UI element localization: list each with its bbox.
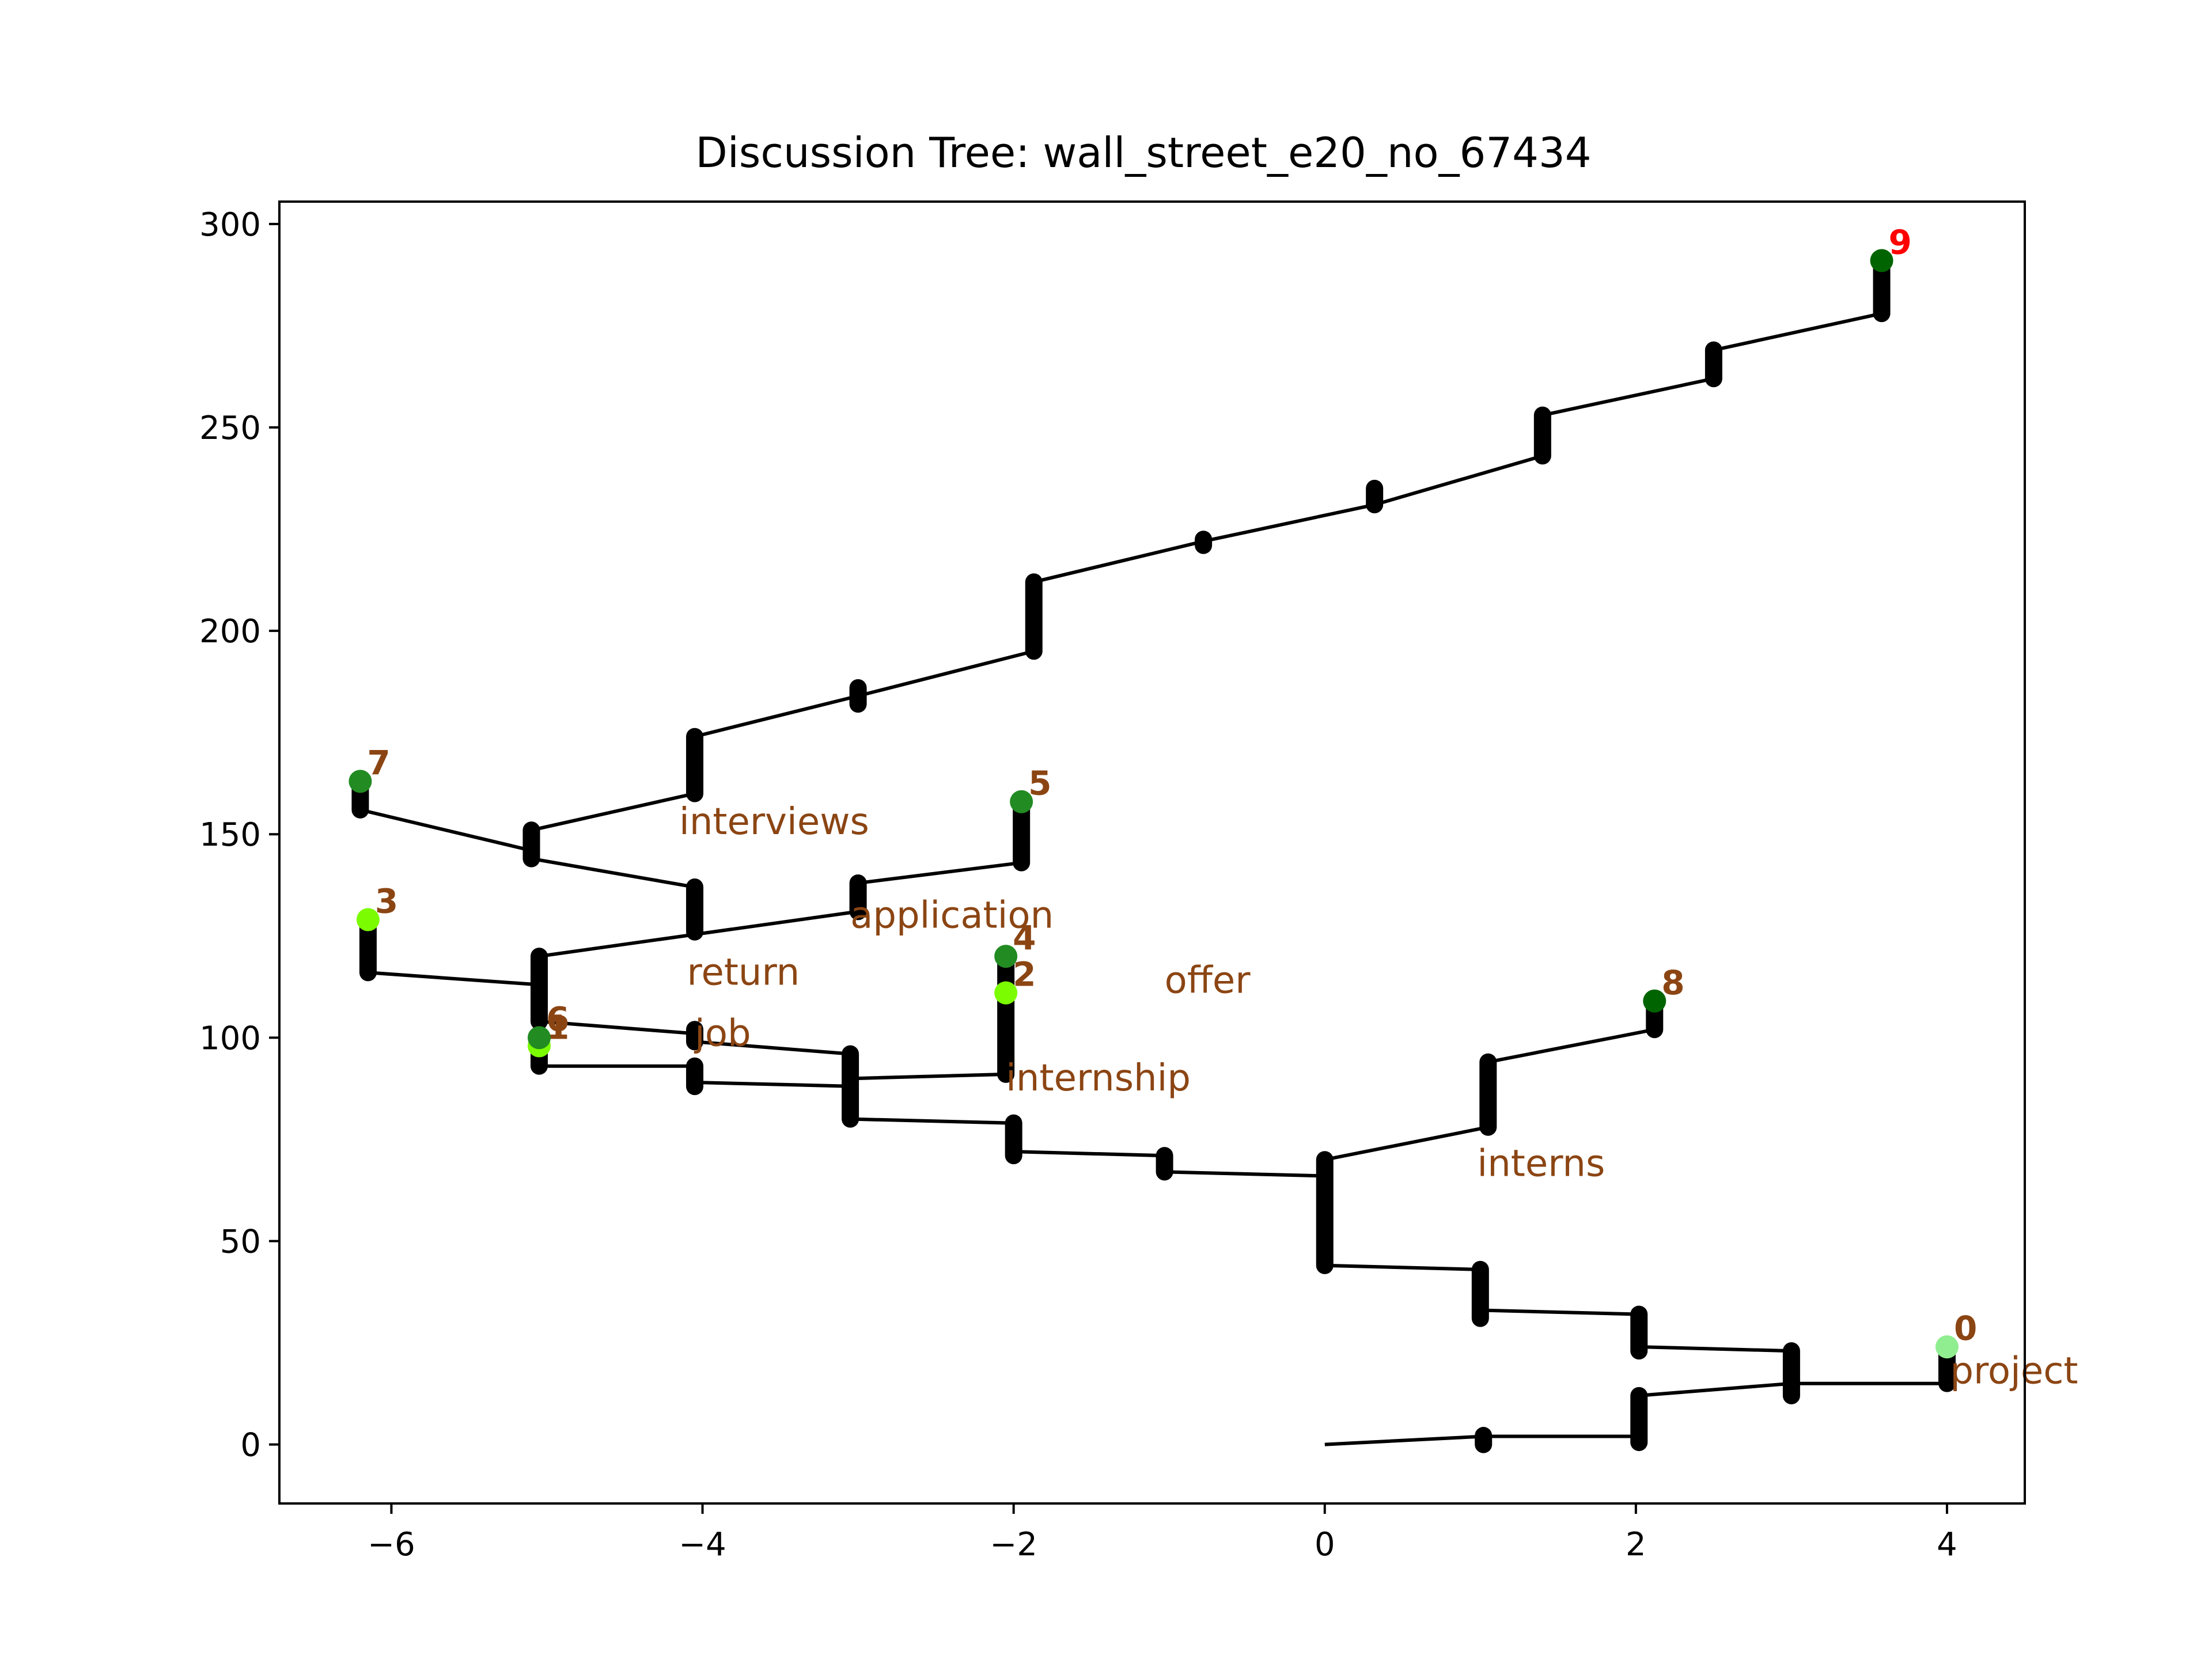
keyword-annotation: job <box>694 1012 751 1055</box>
plot-frame <box>278 200 2026 1505</box>
node-label: 7 <box>367 743 390 782</box>
tree-node <box>356 908 380 931</box>
x-tick-label: 4 <box>1937 1526 1957 1563</box>
tree-node <box>994 981 1018 1005</box>
y-tick-label: 100 <box>199 1020 261 1057</box>
node-label: 8 <box>1661 963 1684 1002</box>
chart-title: Discussion Tree: wall_street_e20_no_6743… <box>695 128 1591 177</box>
tree-node <box>349 770 372 793</box>
node-label: 3 <box>375 882 398 921</box>
node-label: 4 <box>1013 918 1036 957</box>
node-label: 9 <box>1889 222 1912 262</box>
keyword-annotation: interns <box>1477 1142 1605 1185</box>
x-axis: −6 −4 −2 0 2 4 <box>368 1503 1957 1563</box>
x-tick-label: −4 <box>679 1526 726 1563</box>
y-axis: 0 50 100 150 200 250 300 <box>199 206 279 1464</box>
y-tick-label: 50 <box>220 1223 261 1260</box>
y-tick-label: 200 <box>199 613 261 650</box>
x-tick-label: 0 <box>1315 1526 1335 1563</box>
node-label: 0 <box>1954 1309 1977 1348</box>
tree-node <box>1870 249 1893 272</box>
keyword-annotation: project <box>1950 1350 2078 1393</box>
tree-node <box>1010 790 1033 813</box>
keyword-annotation: interviews <box>679 801 869 843</box>
tree-node <box>1935 1335 1959 1359</box>
y-tick-label: 250 <box>199 410 261 447</box>
node-label: 5 <box>1028 764 1051 803</box>
tree-node <box>994 945 1018 968</box>
x-tick-label: 2 <box>1626 1526 1646 1563</box>
x-tick-label: −2 <box>990 1526 1037 1563</box>
keyword-annotation: return <box>687 952 800 994</box>
y-tick-label: 0 <box>240 1427 261 1464</box>
keyword-annotation: internship <box>1006 1057 1191 1100</box>
tree-branch <box>537 861 1325 1178</box>
node-label: 2 <box>1013 955 1036 994</box>
tree-node <box>527 1026 551 1050</box>
keyword-annotation: offer <box>1165 960 1251 1002</box>
plot-area: interviews application return offer job inter… <box>349 222 2078 1453</box>
tree-node <box>1643 989 1666 1013</box>
y-tick-label: 300 <box>199 206 261 244</box>
x-tick-label: −6 <box>368 1526 415 1563</box>
node-label: 6 <box>546 999 569 1039</box>
keyword-annotation: application <box>850 895 1054 937</box>
y-tick-label: 150 <box>199 816 261 854</box>
